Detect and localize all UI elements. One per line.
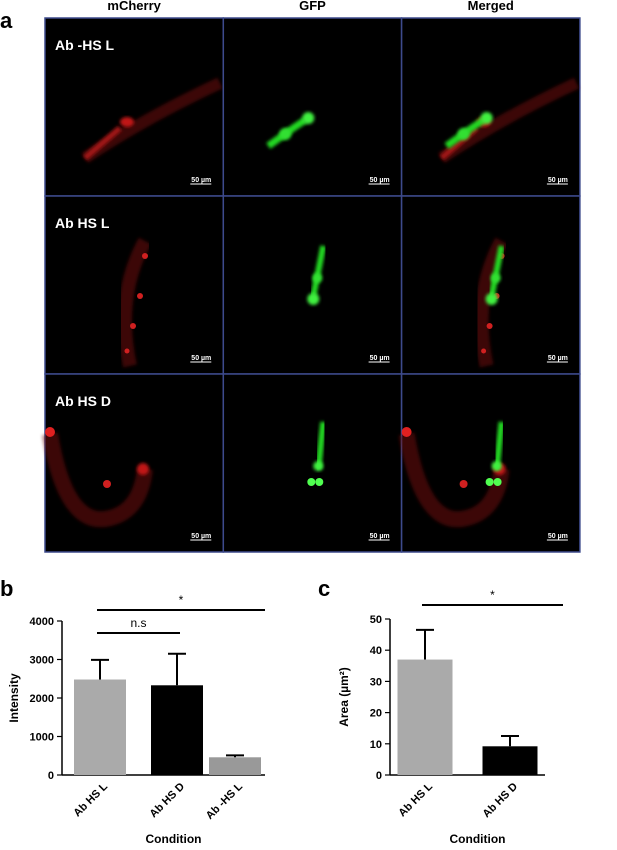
x-tick-label: Ab HS L [396,780,435,819]
error-bar [501,735,519,747]
error-bar [416,628,434,660]
scale-bar-label: 50 µm [548,533,568,540]
scale-bar-label: 50 µm [370,177,390,184]
y-tick-label: 0 [48,770,54,782]
scale-bar-label: 50 µm [370,355,390,362]
image-frame [222,373,403,553]
x-axis-label: Condition [450,832,506,845]
micrograph: 50 µm Ab -HS L [44,17,225,197]
error-bar [226,754,244,758]
x-tick-label: Ab HS L [71,780,110,819]
y-tick-label: 20 [370,708,382,720]
y-tick-label: 30 [370,676,382,688]
scale-bar-label: 50 µm [548,177,568,184]
scale-bar-label: 50 µm [191,177,211,184]
panel-label: b [0,576,13,601]
row-label: Ab HS D [55,393,111,409]
y-tick-label: 50 [370,614,382,626]
y-tick-label: 2000 [30,693,54,705]
image-frame [400,373,581,553]
micrograph: 50 µm [400,17,581,197]
bar [482,746,538,775]
bar [151,685,203,775]
bar [74,679,126,775]
image-frame [222,17,403,197]
y-tick-label: 4000 [30,616,54,628]
micrograph: 50 µm Ab HS L [44,195,225,375]
image-frame [400,17,581,197]
micrograph: 50 µm [222,195,403,375]
y-tick-label: 10 [370,739,382,751]
scale-bar-label: 50 µm [191,533,211,540]
y-axis-label: Intensity [7,673,21,723]
image-frame [44,373,225,553]
error-bar [91,658,109,680]
row-label: Ab HS L [55,215,110,231]
error-bar [168,652,186,686]
x-tick-label: Ab -HS L [204,780,246,822]
panel-label: a [0,8,13,33]
y-tick-label: 3000 [30,655,54,667]
micrograph: 50 µm [400,373,581,553]
bar [209,757,261,775]
micrograph: 50 µm [222,17,403,197]
micrograph: 50 µm [222,373,403,553]
significance-label: n.s [130,616,146,630]
column-header: GFP [299,0,326,13]
x-tick-label: Ab HS D [148,781,188,821]
micrograph: 50 µm [400,195,581,375]
y-tick-label: 1000 [30,732,54,744]
micrograph: 50 µm Ab HS D [44,373,225,553]
column-header: mCherry [107,0,161,13]
panel-label: c [318,576,330,601]
y-tick-label: 40 [370,645,382,657]
y-axis-label: Area (µm²) [337,667,351,727]
y-tick-label: 0 [376,770,382,782]
scale-bar-label: 50 µm [548,355,568,362]
image-frame [44,17,225,197]
column-header: Merged [468,0,514,13]
x-axis-label: Condition [146,832,202,845]
scale-bar-label: 50 µm [370,533,390,540]
row-label: Ab -HS L [55,37,115,53]
x-tick-label: Ab HS D [481,781,521,821]
significance-label: * [179,593,184,607]
scale-bar-label: 50 µm [191,355,211,362]
significance-label: * [490,588,495,602]
bar [397,659,453,775]
